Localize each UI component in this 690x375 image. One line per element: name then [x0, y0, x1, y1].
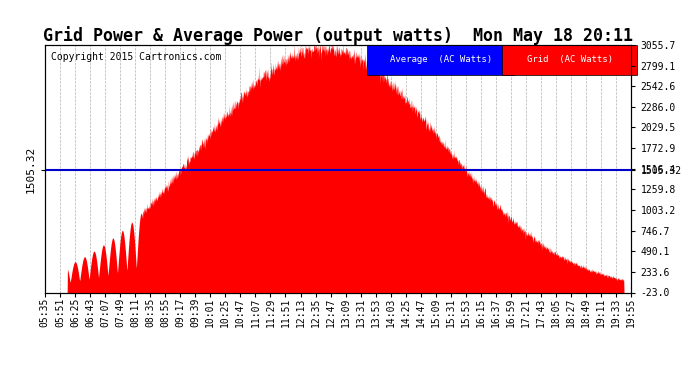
Text: Average  (AC Watts): Average (AC Watts) [390, 56, 492, 64]
Text: Grid  (AC Watts): Grid (AC Watts) [526, 56, 613, 64]
Title: Grid Power & Average Power (output watts)  Mon May 18 20:11: Grid Power & Average Power (output watts… [43, 26, 633, 45]
FancyBboxPatch shape [368, 45, 514, 75]
Text: Copyright 2015 Cartronics.com: Copyright 2015 Cartronics.com [51, 53, 221, 62]
FancyBboxPatch shape [502, 45, 638, 75]
